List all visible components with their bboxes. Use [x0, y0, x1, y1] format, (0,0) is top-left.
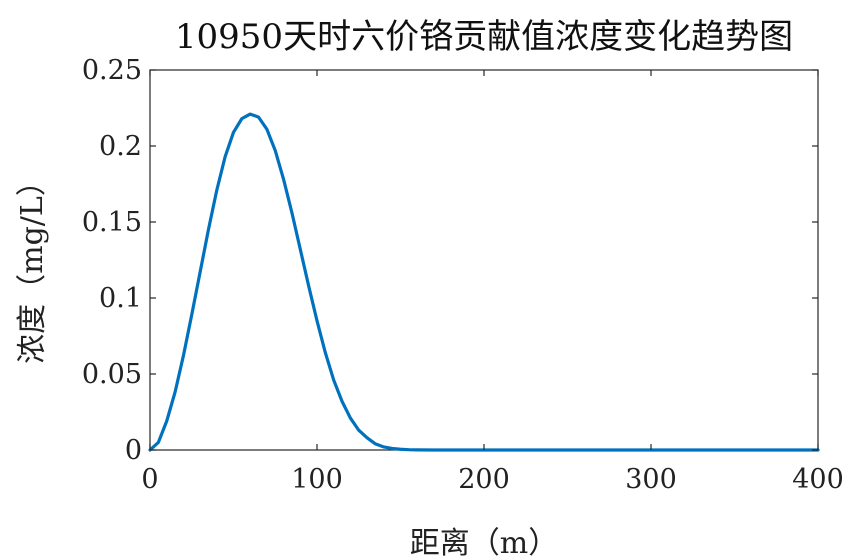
y-tick-label: 0.2: [99, 131, 142, 162]
y-tick-label: 0: [125, 435, 142, 466]
axes: [149, 69, 819, 451]
y-tick-label: 0.15: [82, 207, 142, 238]
plot-frame: [149, 69, 819, 451]
chart-title: 10950天时六价铬贡献值浓度变化趋势图: [175, 17, 793, 57]
y-tick-label: 0.05: [82, 359, 142, 390]
ticks: 0 100 200 300 400 0 0.05 0.1 0.15 0.2 0.25: [82, 55, 844, 495]
y-axis-label: 浓度（mg/L）: [15, 166, 50, 364]
x-tick-label: 400: [792, 464, 844, 495]
series-group: [148, 112, 820, 452]
series-line-0: [148, 112, 820, 452]
y-tick-label: 0.1: [99, 283, 142, 314]
x-tick-label: 300: [625, 464, 677, 495]
x-tick-label: 100: [291, 464, 343, 495]
x-tick-label: 0: [141, 464, 158, 495]
y-tick-label: 0.25: [82, 55, 142, 86]
x-axis-label: 距离（m）: [410, 526, 558, 560]
x-tick-label: 200: [458, 464, 510, 495]
